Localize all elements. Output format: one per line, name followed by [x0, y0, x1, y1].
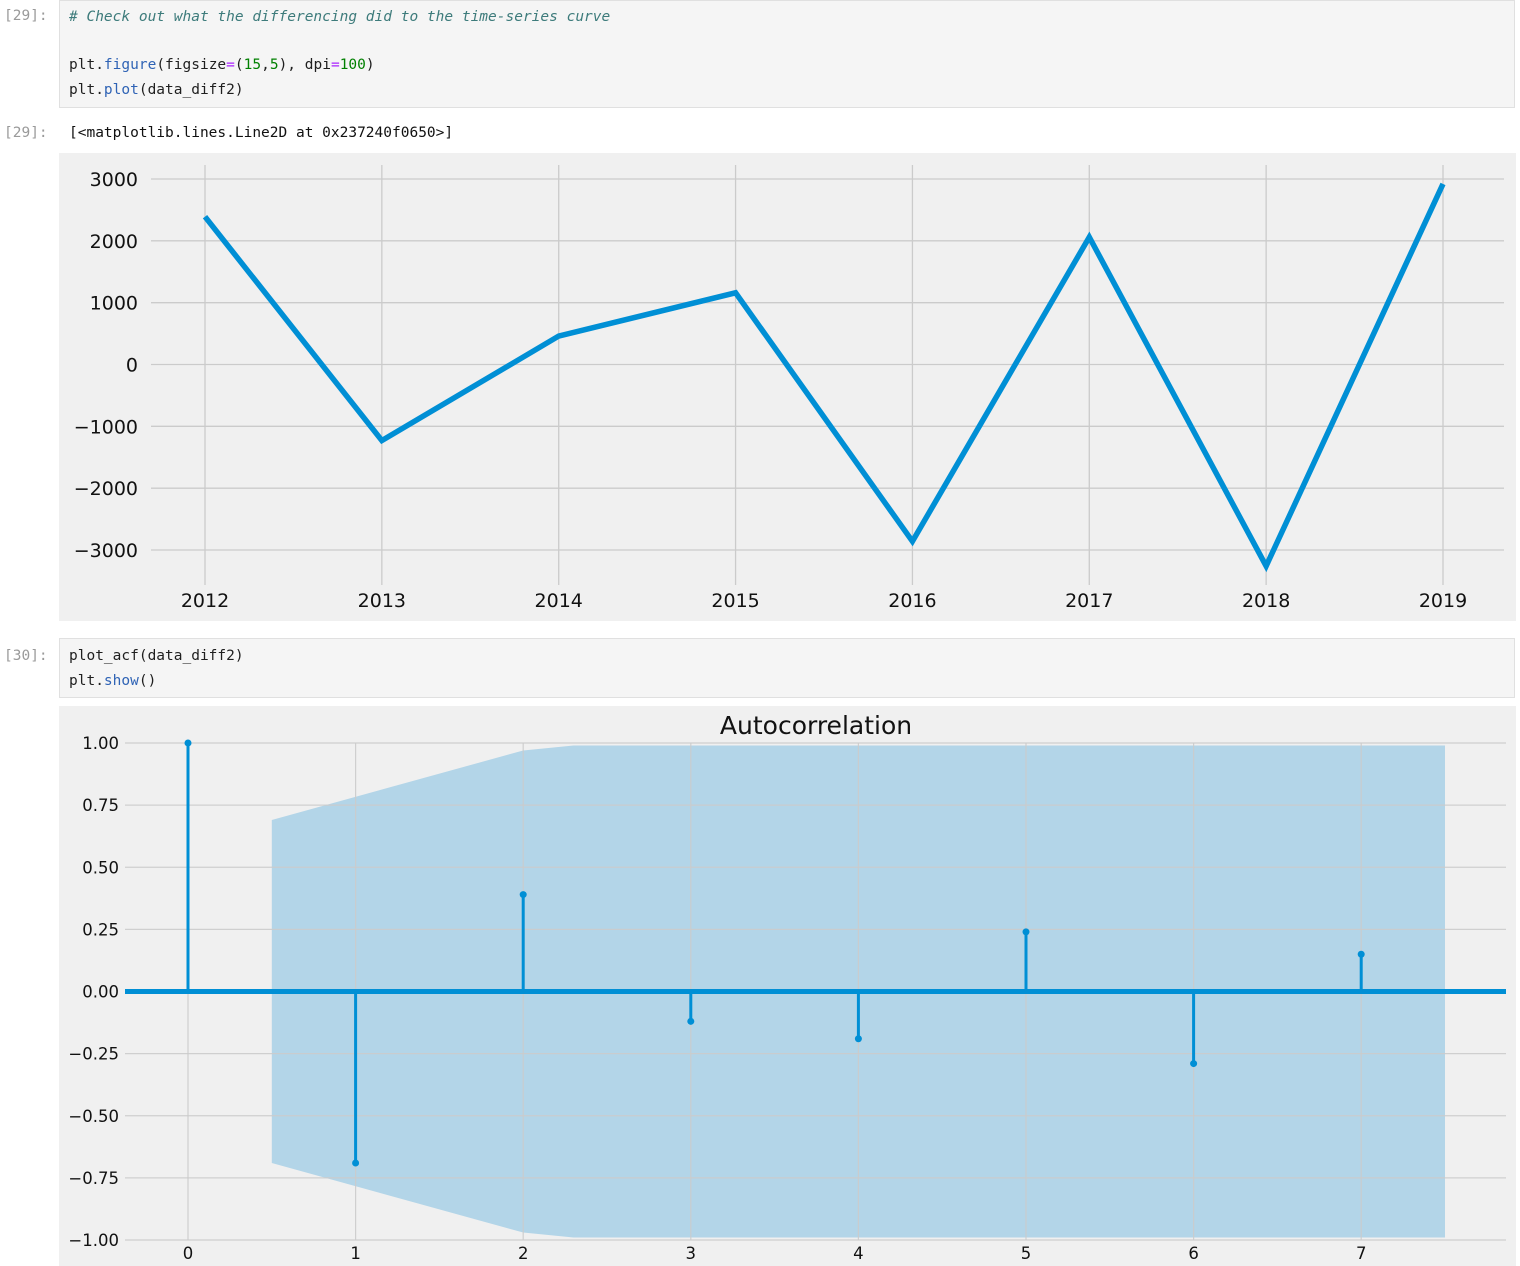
y-tick-label: 2000 [90, 231, 138, 253]
x-tick-label: 2 [518, 1244, 529, 1263]
code-op: = [226, 57, 235, 73]
y-tick-label: 0.50 [82, 858, 119, 877]
code-token: plt. [69, 673, 104, 689]
x-tick-label: 5 [1021, 1244, 1032, 1263]
output-text-29: [<matplotlib.lines.Line2D at 0x237240f06… [69, 125, 454, 141]
code-token: plot_acf(data_diff2) [69, 648, 244, 664]
y-tick-label: −2000 [74, 478, 138, 500]
input-prompt-29: [29]: [4, 8, 48, 24]
code-token: plt. [69, 82, 104, 98]
chart-title: Autocorrelation [720, 711, 912, 740]
y-tick-label: 0.00 [82, 983, 119, 1002]
x-tick-label: 4 [853, 1244, 864, 1263]
acf-marker [352, 1159, 360, 1167]
y-tick-label: −1000 [74, 416, 138, 438]
code-line-plot-acf: plot_acf(data_diff2) [69, 648, 244, 664]
x-tick-label: 2012 [181, 590, 229, 612]
input-prompt-30: [30]: [4, 648, 48, 664]
code-token: (data_diff2) [138, 82, 244, 98]
x-tick-label: 0 [183, 1244, 194, 1263]
code-fn-figure: figure [103, 57, 157, 73]
y-tick-label: 0 [126, 355, 138, 377]
y-tick-label: −0.75 [68, 1169, 119, 1188]
code-token: (figsize [156, 57, 227, 73]
acf-marker [1022, 928, 1030, 936]
x-tick-label: 2018 [1242, 590, 1290, 612]
code-token: ) [365, 57, 375, 73]
code-op: = [330, 57, 340, 73]
comment-text: # Check out what the differencing did to… [69, 9, 611, 25]
x-tick-label: 2015 [711, 590, 759, 612]
code-fn-show: show [103, 673, 139, 689]
y-tick-label: −1.00 [68, 1231, 119, 1250]
code-number: 5 [269, 57, 279, 73]
acf-marker [1190, 1060, 1198, 1068]
output-prompt-29: [29]: [4, 125, 48, 141]
acf-marker [687, 1017, 695, 1025]
line-chart: 3000 2000 1000 0 −1000 −2000 −3000 2012 2013 2014… [74, 165, 1504, 612]
x-tick-label: 2016 [888, 590, 936, 612]
code-number: 15 [243, 57, 262, 73]
y-tick-label: −3000 [74, 540, 138, 562]
x-tick-label: 2019 [1419, 590, 1467, 612]
code-line-figure: plt.figure(figsize=(15,5), dpi=100) [69, 57, 375, 73]
acf-marker [519, 891, 527, 899]
code-token: , [261, 57, 270, 73]
y-tick-label: −0.25 [68, 1045, 119, 1064]
y-tick-label: 0.25 [82, 920, 119, 939]
x-tick-label: 2013 [358, 590, 406, 612]
acf-chart: 1.00 0.75 0.50 0.25 0.00 −0.25 −0.50 −0.75 −1.00… [68, 711, 1506, 1263]
x-tick-label: 7 [1356, 1244, 1367, 1263]
code-line-plot: plt.plot(data_diff2) [69, 82, 244, 98]
acf-marker [1357, 950, 1365, 958]
x-tick-label: 6 [1188, 1244, 1199, 1263]
code-cell-30[interactable]: plot_acf(data_diff2) plt.show() [59, 638, 1515, 698]
x-tick-label: 3 [686, 1244, 697, 1263]
code-token: () [138, 673, 157, 689]
y-tick-label: 1000 [90, 293, 138, 315]
code-token: ), dpi [278, 57, 331, 73]
y-tick-label: 3000 [90, 169, 138, 191]
code-token: plt. [69, 57, 104, 73]
x-tick-label: 1 [350, 1244, 361, 1263]
acf-marker [184, 739, 192, 747]
y-tick-label: 0.75 [82, 796, 119, 815]
code-fn-plot: plot [103, 82, 139, 98]
acf-marker [854, 1035, 862, 1043]
y-tick-label: 1.00 [82, 734, 119, 753]
series-line [202, 182, 1446, 573]
code-token: ( [234, 57, 244, 73]
figure-line-chart: 3000 2000 1000 0 −1000 −2000 −3000 2012 2013 2014… [59, 153, 1516, 621]
code-comment: # Check out what the differencing did to… [69, 9, 610, 25]
code-line-show: plt.show() [69, 673, 156, 689]
y-tick-label: −0.50 [68, 1107, 119, 1126]
code-cell-29[interactable]: # Check out what the differencing did to… [59, 0, 1515, 108]
x-tick-label: 2017 [1065, 590, 1113, 612]
code-number: 100 [339, 57, 366, 73]
x-tick-label: 2014 [535, 590, 583, 612]
figure-acf-chart: 1.00 0.75 0.50 0.25 0.00 −0.25 −0.50 −0.75 −1.00… [59, 706, 1516, 1266]
